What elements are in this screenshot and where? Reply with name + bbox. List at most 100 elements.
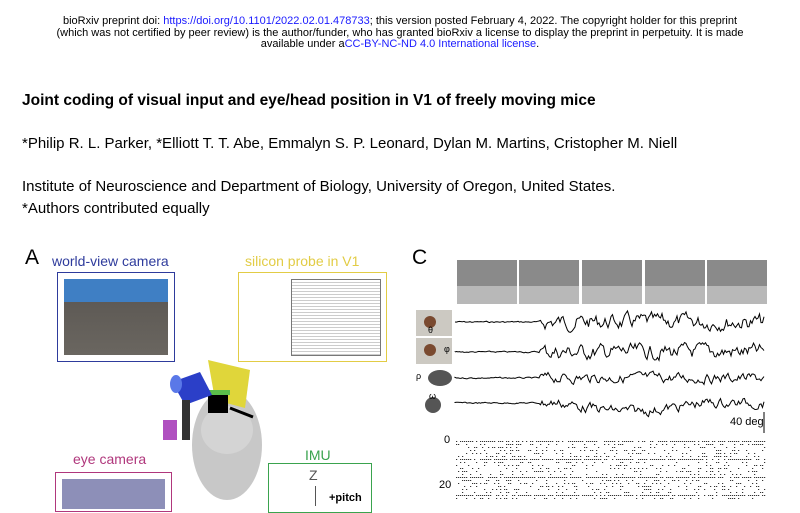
imu-z-axis: Z: [309, 467, 318, 483]
spike: [476, 447, 478, 448]
spike: [764, 489, 766, 490]
license-link[interactable]: CC-BY-NC-ND 4.0 International license: [344, 38, 537, 50]
spike: [466, 480, 468, 481]
spike: [484, 495, 486, 496]
spike: [540, 477, 542, 478]
spike: [648, 495, 650, 496]
spike: [522, 441, 524, 442]
spike: [458, 495, 460, 496]
spike: [686, 459, 688, 460]
spike: [500, 477, 502, 478]
spike: [484, 450, 486, 451]
spike: [714, 486, 716, 487]
spike: [606, 456, 608, 457]
spike: [730, 486, 732, 487]
spike: [762, 480, 764, 481]
spike: [554, 498, 556, 499]
spike: [626, 450, 628, 451]
spike: [674, 480, 676, 481]
spike: [594, 477, 596, 478]
spike: [622, 441, 624, 442]
spike: [496, 498, 498, 499]
spike: [474, 450, 476, 451]
spike: [548, 477, 550, 478]
spike: [704, 495, 706, 496]
spike: [764, 462, 766, 463]
imu-label: IMU: [305, 447, 331, 463]
spike: [466, 495, 468, 496]
spike: [658, 480, 660, 481]
spike: [572, 459, 574, 460]
spike: [562, 441, 564, 442]
spike: [674, 441, 676, 442]
spike: [738, 483, 740, 484]
spike: [472, 477, 474, 478]
spike: [460, 441, 462, 442]
spike: [718, 456, 720, 457]
spike: [622, 459, 624, 460]
spike: [498, 453, 500, 454]
spike: [586, 441, 588, 442]
spike: [476, 441, 478, 442]
spike: [592, 465, 594, 466]
spike: [616, 453, 618, 454]
spike: [506, 441, 508, 442]
spike: [704, 489, 706, 490]
spike: [596, 489, 598, 490]
spike: [552, 495, 554, 496]
spike: [666, 495, 668, 496]
spike: [724, 453, 726, 454]
spike: [746, 459, 748, 460]
spike: [696, 492, 698, 493]
spike: [618, 441, 620, 442]
spike: [498, 462, 500, 463]
spike: [534, 453, 536, 454]
spike: [626, 441, 628, 442]
eye-icon-1: [424, 344, 436, 356]
spike: [512, 450, 514, 451]
spike: [542, 453, 544, 454]
spike: [570, 453, 572, 454]
spike: [702, 453, 704, 454]
spike: [722, 483, 724, 484]
spike: [756, 471, 758, 472]
spike: [736, 453, 738, 454]
spike: [470, 450, 472, 451]
spike: [528, 495, 530, 496]
spike: [638, 441, 640, 442]
spike: [512, 477, 514, 478]
spike: [726, 447, 728, 448]
spike: [626, 495, 628, 496]
spike: [462, 477, 464, 478]
spike: [516, 477, 518, 478]
spike: [690, 450, 692, 451]
spike: [504, 456, 506, 457]
spike: [576, 489, 578, 490]
spike: [668, 483, 670, 484]
spike: [462, 474, 464, 475]
spike: [688, 477, 690, 478]
spike: [724, 459, 726, 460]
spike: [678, 486, 680, 487]
spike: [474, 492, 476, 493]
spike: [570, 495, 572, 496]
spike: [604, 441, 606, 442]
spike: [622, 486, 624, 487]
spike: [760, 477, 762, 478]
spike: [604, 477, 606, 478]
spike: [632, 477, 634, 478]
world-camera-label: world-view camera: [52, 253, 169, 269]
spike: [762, 450, 764, 451]
header-text: (which was not certified by peer review)…: [56, 26, 744, 39]
spike: [462, 492, 464, 493]
spike: [592, 489, 594, 490]
spike: [630, 462, 632, 463]
spike: [574, 447, 576, 448]
spike: [538, 471, 540, 472]
spike: [596, 471, 598, 472]
spike: [586, 495, 588, 496]
doi-link[interactable]: https://doi.org/10.1101/2022.02.01.47873…: [163, 15, 370, 27]
spike: [638, 483, 640, 484]
spike: [530, 495, 532, 496]
spike: [606, 459, 608, 460]
